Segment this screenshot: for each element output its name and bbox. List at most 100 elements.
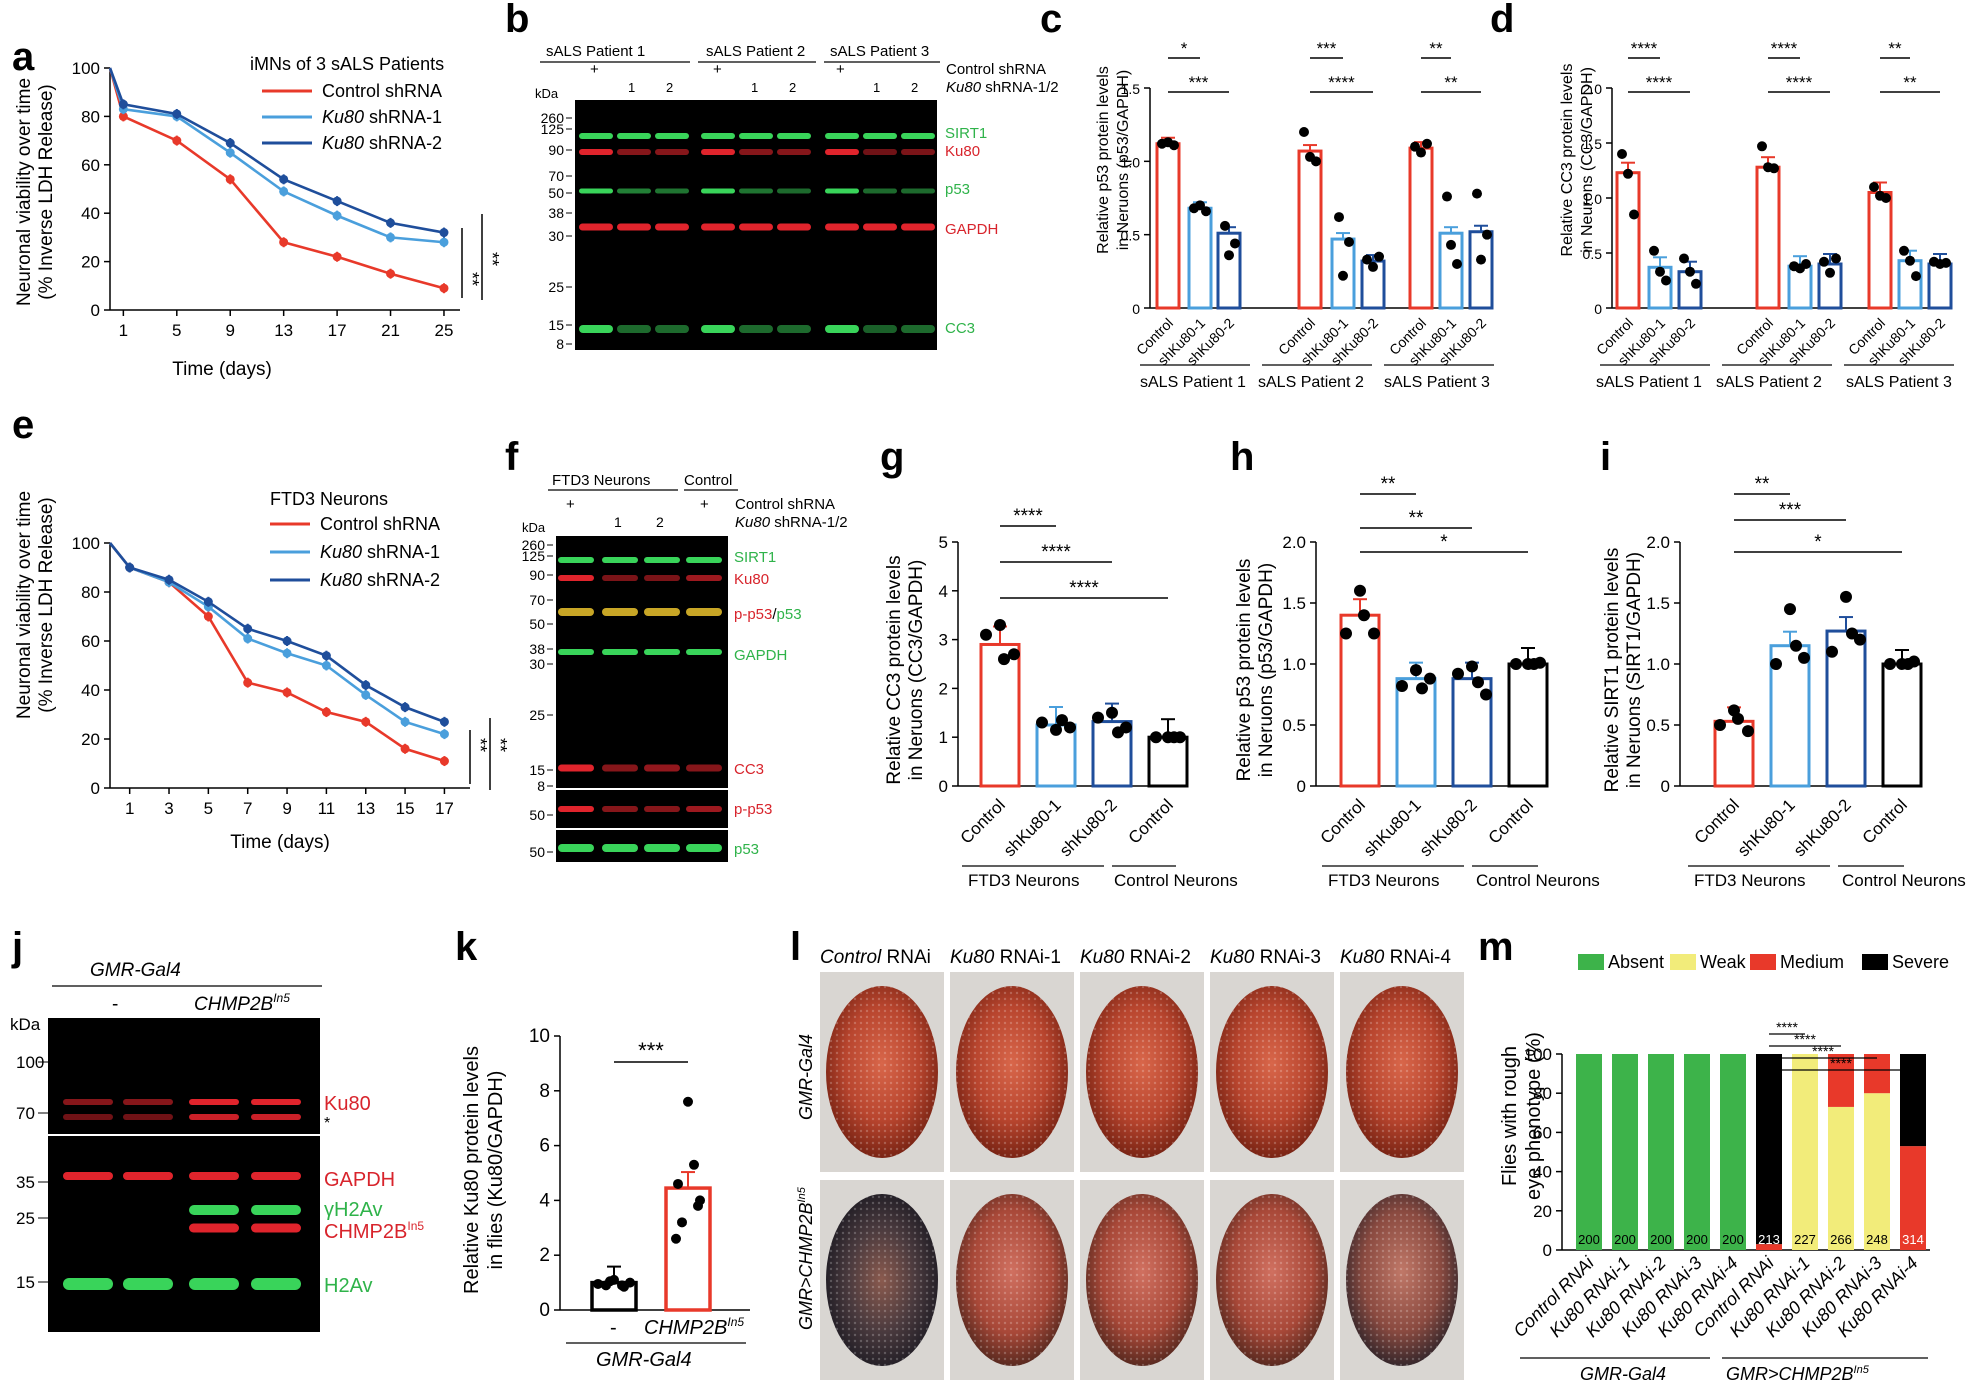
chart-g-ytick-label: 4 [939,582,948,601]
b-bands-band [863,133,897,139]
l-col-ku80-1: Ku80 RNAi-1 [950,947,1061,968]
panel-label-e: e [12,403,34,447]
k-tick-minus: - [610,1317,617,1339]
chart-d-bar [1677,270,1703,310]
f-bands-band [602,844,638,852]
chart-e-point [439,717,449,727]
b-bands-band [825,188,859,194]
c-group-p2: sALS Patient 2 [1258,374,1364,391]
e-legend-sh2: Ku80 shRNA-2 [320,570,440,590]
a-legend-control: Control shRNA [322,81,442,101]
h-group-ctrl: Control Neurons [1476,871,1600,890]
b-plus-3: + [836,61,845,78]
h-ylabel-1: Relative p53 protein levels [1234,559,1255,782]
chart-a-point [279,237,289,247]
h-group-ftd3: FTD3 Neurons [1328,871,1439,890]
m-ytick-label: 100 [1524,1045,1552,1064]
b-header-p3: sALS Patient 3 [830,43,929,60]
b-bands-band [701,223,735,231]
chart-g-ytick-label: 0 [939,777,948,796]
f-band-sirt1: SIRT1 [734,549,776,566]
g-group-ftd3: FTD3 Neurons [968,871,1079,890]
chart-a-point [118,99,128,109]
chart-a-point [332,211,342,221]
chart-i-ytick-label: 2.0 [1646,533,1670,552]
b-bands-band [901,188,935,194]
b-plus-1: + [590,61,599,78]
c-group-p1: sALS Patient 1 [1140,374,1246,391]
f-bands-band [558,608,594,616]
j-bands-band [123,1172,173,1180]
chart-i-ytick-label: 0.5 [1646,716,1670,735]
b-bands-band [863,188,897,194]
chart-d-dot [1881,193,1891,203]
j-bands-band [251,1205,301,1215]
h-group-labels: FTD3 Neurons Control Neurons [1322,865,1600,890]
b-mw-mw-label: 125 [541,121,565,137]
g-group-labels: FTD3 Neurons Control Neurons [962,865,1238,890]
chart-c-bar [1155,142,1181,310]
chart-d-sig-label: **** [1771,39,1798,58]
chart-e-point [400,744,410,754]
chart-h-dot [1396,679,1408,692]
b-bands-band [655,149,689,155]
f-band-gapdh: GAPDH [734,647,787,664]
panel-label-f: f [505,435,519,479]
a-legend-title: iMNs of 3 sALS Patients [250,54,444,74]
chart-d-bar [1615,171,1641,310]
m-legend-label-severe: Severe [1892,952,1949,972]
l-eye-facets [1216,986,1328,1158]
chart-a-ytick-label: 80 [81,107,100,126]
chart-d-dot [1691,278,1701,289]
f-bands [558,557,722,852]
chart-a-ytick-label: 0 [91,301,100,320]
f-lane-1: 1 [614,514,622,530]
d-group-p3: sALS Patient 3 [1846,374,1952,391]
c-ylabel-1: Relative p53 protein levels [1095,66,1112,254]
chart-d-dot [1769,163,1779,174]
chart-d-dot [1905,255,1915,266]
chart-a-point [439,237,449,247]
j-bands-band [123,1278,173,1290]
panel-label-d: d [1490,0,1514,41]
chart-d-dot [1825,267,1835,278]
chart-a-point [172,109,182,119]
h-ylabel-2: in Neruons (p53/GAPDH) [1256,563,1277,777]
chart-k-dot [673,1178,683,1189]
chart-a-series-2 [108,67,445,234]
f-plus-1: + [566,496,575,513]
chart-c-dot [1220,220,1230,231]
chart-g-dot [980,628,992,641]
g-ylabel-1: Relative CC3 protein levels [884,555,905,784]
f-bands-band [558,649,594,655]
a-ylabel-2: (% Inverse LDH Release) [36,84,57,299]
f-lane-2: 2 [656,514,664,530]
chart-d-dot [1623,168,1633,179]
chart-a-point [172,136,182,146]
chart-k-sig-label: *** [638,1038,664,1063]
f-header-control: Control [684,472,732,489]
b-bands-band [901,133,935,139]
j-mw-label: 25 [16,1209,35,1228]
chart-d-ytick-label: 0.5 [1583,246,1603,262]
chart-h-dot [1452,667,1464,680]
chart-c-ytick-label: 0 [1132,301,1140,317]
chart-d: Relative CC3 protein levels in Neurons (… [1559,39,1953,369]
f-mw-mw-label: 50 [529,807,545,823]
chart-c-ytick-label: 0.5 [1121,228,1141,244]
chart-c-dot [1338,270,1348,281]
panel-label-c: c [1040,0,1062,41]
chart-c-ytick-label: 1.5 [1121,81,1141,97]
chart-a-xtick-label: 1 [119,321,128,340]
chart-g-xtick-label: shKu80-1 [1000,795,1065,860]
l-eye-facets [1086,1194,1198,1366]
chart-i-xtick-label: shKu80-2 [1790,795,1855,860]
m-ylabel-1: Flies with rough [1499,1046,1521,1186]
panel-label-j: j [11,925,23,969]
m-legend-swatch [1862,954,1888,970]
chart-d-dot [1649,245,1659,256]
chart-a-point [386,218,396,228]
chart-k-dot [605,1276,615,1287]
